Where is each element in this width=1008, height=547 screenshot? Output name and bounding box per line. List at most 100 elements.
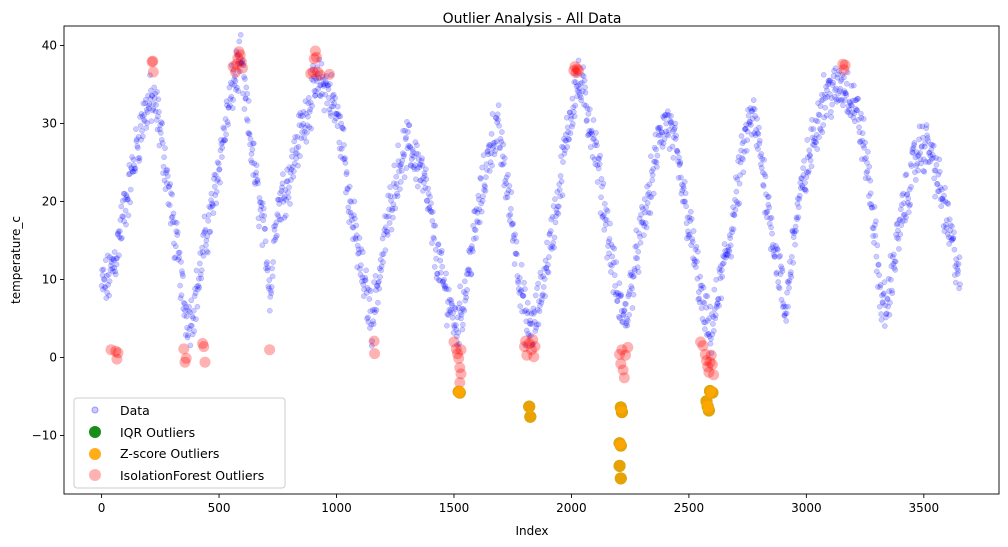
data-point: [897, 231, 904, 238]
x-tick-label: 1000: [321, 501, 352, 515]
data-point: [310, 77, 317, 84]
data-point: [779, 268, 786, 274]
data-point: [274, 196, 281, 203]
data-point: [171, 255, 178, 262]
data-point: [637, 239, 644, 246]
data-point: [757, 153, 764, 160]
data-point: [593, 130, 599, 136]
data-point: [905, 209, 912, 216]
data-point: [281, 193, 288, 200]
data-point: [146, 105, 152, 112]
data-point: [276, 216, 283, 223]
data-point: [298, 135, 305, 142]
data-point: [658, 129, 665, 135]
data-point: [444, 311, 451, 318]
data-point: [939, 195, 946, 202]
data-point: [233, 86, 239, 93]
data-point: [253, 169, 260, 176]
data-point: [555, 203, 562, 210]
data-point: [937, 184, 944, 191]
data-point: [577, 80, 584, 87]
data-point: [251, 179, 258, 186]
data-point: [923, 122, 930, 128]
data-point: [193, 316, 199, 322]
data-point: [411, 153, 417, 160]
data-point: [519, 292, 526, 299]
data-point: [932, 193, 938, 200]
data-point: [315, 75, 322, 81]
data-point: [684, 214, 691, 221]
data-point: [505, 187, 512, 194]
data-point: [692, 246, 699, 253]
data-point: [631, 273, 637, 280]
data-point: [213, 200, 220, 207]
data-point: [813, 139, 820, 146]
data-point: [408, 156, 415, 162]
data-point: [389, 205, 396, 212]
data-point: [891, 258, 898, 265]
data-point: [234, 84, 240, 91]
data-point: [578, 97, 585, 104]
data-point: [653, 159, 660, 166]
data-point: [201, 229, 207, 236]
data-point: [199, 249, 206, 256]
data-point: [797, 185, 804, 191]
data-point: [379, 251, 385, 258]
data-point: [608, 262, 615, 269]
data-point: [382, 247, 389, 254]
data-point: [143, 107, 150, 113]
data-point: [424, 198, 431, 204]
data-point: [755, 146, 761, 152]
isolationforest-outlier-point: [231, 58, 243, 70]
data-point: [197, 271, 204, 278]
data-point: [189, 313, 196, 320]
data-point: [602, 221, 609, 228]
data-point: [174, 229, 181, 236]
data-point: [635, 269, 642, 275]
data-point: [214, 159, 221, 166]
data-point: [585, 111, 592, 117]
data-point: [241, 74, 247, 80]
data-point: [580, 73, 587, 79]
data-point: [127, 186, 134, 193]
data-point: [160, 170, 166, 177]
data-point: [941, 192, 947, 199]
data-point: [253, 162, 260, 169]
isolationforest-outlier-point: [233, 46, 245, 58]
data-point: [124, 194, 130, 201]
data-point: [660, 113, 666, 120]
data-point: [613, 259, 619, 265]
data-point: [935, 188, 941, 195]
data-point: [110, 257, 117, 264]
data-point: [436, 277, 442, 283]
legend: Data IQR Outliers Z-score Outliers Isola…: [73, 397, 286, 489]
data-point: [856, 124, 862, 131]
data-point: [336, 145, 343, 152]
data-point: [286, 184, 292, 191]
data-point: [865, 175, 872, 181]
data-point: [266, 277, 273, 283]
data-point: [593, 142, 600, 149]
data-point: [693, 243, 700, 250]
data-point: [454, 314, 461, 321]
data-point: [356, 250, 362, 256]
data-point: [507, 206, 514, 212]
data-point: [157, 122, 164, 128]
data-point: [898, 202, 905, 208]
data-point: [343, 169, 350, 175]
data-point: [896, 217, 903, 223]
data-point: [619, 318, 626, 325]
data-point: [632, 267, 638, 274]
data-point: [513, 238, 520, 245]
data-point: [584, 105, 591, 112]
data-point: [106, 292, 112, 299]
data-point: [174, 232, 181, 238]
data-point: [907, 201, 914, 208]
data-point: [415, 151, 422, 158]
data-point: [654, 164, 660, 170]
data-point: [697, 273, 704, 280]
data-point: [820, 122, 827, 128]
data-point: [878, 316, 885, 323]
data-point: [192, 285, 198, 292]
data-point: [438, 250, 445, 256]
